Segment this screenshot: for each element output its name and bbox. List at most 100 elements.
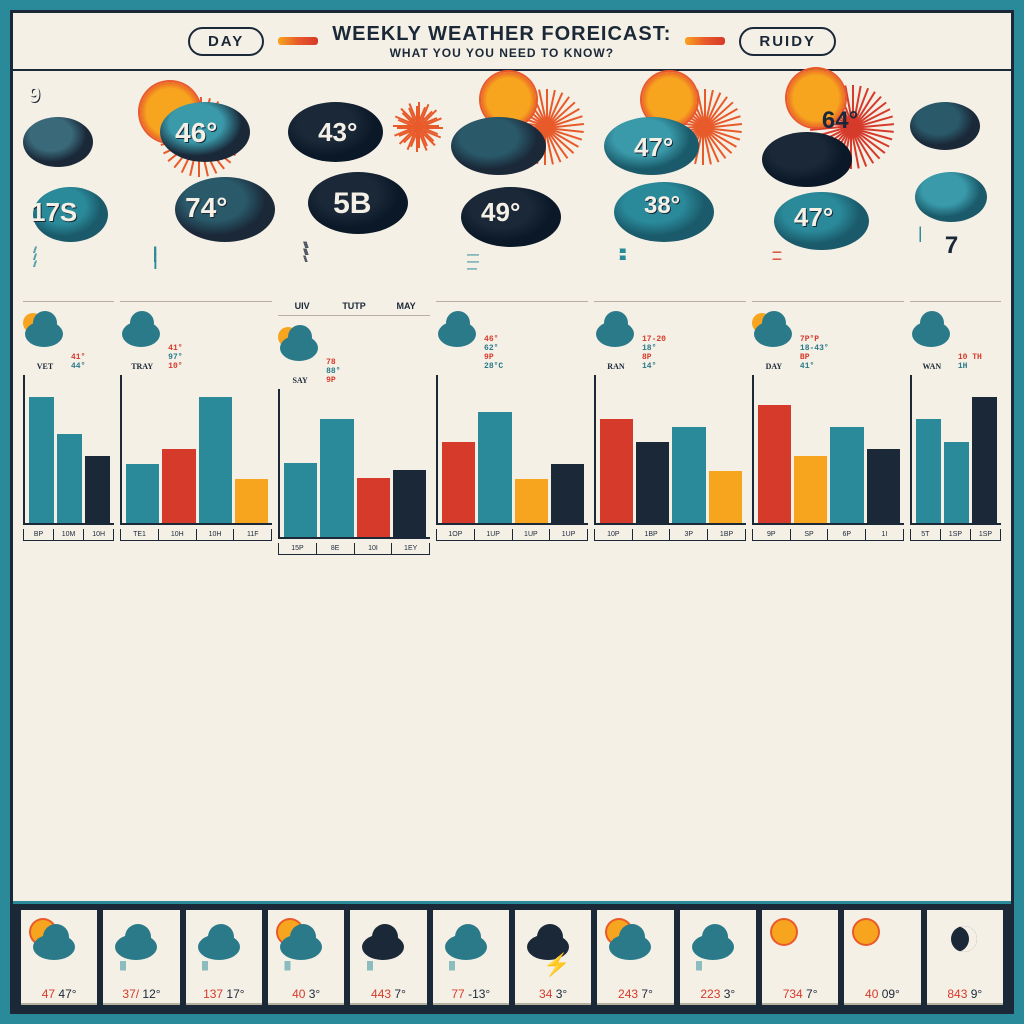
chart-x-label: 10H: [84, 529, 113, 540]
chart-x-labels: 15P8E10I1EY: [278, 543, 430, 555]
strip-temps: 40 09°: [844, 985, 920, 1003]
sub-label: UIV: [278, 301, 326, 311]
weather-infographic: DAY WEEKLY WEATHER FOREICAST: WHAT YOU Y…: [10, 10, 1014, 1014]
bar-chart: [436, 375, 588, 525]
forecast-column: 47°38°ıııııııııııııııııııııı RAN 17-2018…: [594, 77, 746, 897]
chart-bar: [867, 449, 900, 523]
chart-bar: [442, 442, 475, 523]
chart-x-label: 1BP: [708, 529, 745, 540]
mini-day-label: RAN: [594, 362, 638, 371]
chart-bar: [199, 397, 232, 523]
weather-scene: 917S////////////: [23, 77, 114, 297]
mini-stats: 41°97°10°: [168, 344, 272, 371]
strip-day: |||||| 37/ 12°: [103, 910, 179, 1005]
mini-stats: 17-2018°8P14°: [642, 335, 746, 371]
mini-weather-icon: [436, 311, 480, 371]
chart-x-label: 3P: [670, 529, 708, 540]
chart-bar: [393, 470, 426, 537]
bar-chart: [910, 375, 1001, 525]
strip-day: 843 9°: [927, 910, 1003, 1005]
strip-temps: 34 3°: [515, 985, 591, 1003]
chart-bar: [672, 427, 705, 523]
title-block: WEEKLY WEATHER FOREICAST: WHAT YOU YOU N…: [332, 23, 671, 60]
chart-bar: [357, 478, 390, 537]
mini-stats: 7P°P18-43°BP41°: [800, 335, 904, 371]
chart-x-label: 1EY: [392, 543, 429, 554]
mini-day-label: DAY: [752, 362, 796, 371]
forecast-column: 917S//////////// VET 41°44° BP10M10H: [23, 77, 114, 897]
mini-weather-icon: TRAY: [120, 311, 164, 371]
strip-weather-icon: [927, 910, 1003, 985]
chart-x-labels: TE110H10H11F: [120, 529, 272, 541]
strip-weather-icon: ||||||: [680, 910, 756, 985]
chart-x-label: 8E: [317, 543, 355, 554]
strip-weather-icon: ||||||: [186, 910, 262, 985]
chart-bar: [709, 471, 742, 523]
forecast-column: 7|||||||||||| WAN 10 TH1H 5T1SP1SP: [910, 77, 1001, 897]
strip-temps: 40 3°: [268, 985, 344, 1003]
strip-weather-icon: ⚡: [515, 910, 591, 985]
chart-bar: [600, 419, 633, 523]
strip-weather-icon: ||||||: [103, 910, 179, 985]
chart-x-label: 1I: [866, 529, 903, 540]
chart-bar: [916, 419, 941, 523]
chart-bar: [85, 456, 110, 523]
weather-scene: 43°5B\\\\\\\\\\\\\\\\\\\: [278, 77, 430, 297]
strip-day: 734 7°: [762, 910, 838, 1005]
chart-bar: [794, 456, 827, 523]
gradient-accent: [685, 37, 725, 45]
strip-weather-icon: [762, 910, 838, 985]
bar-chart: [23, 375, 114, 525]
chart-x-label: 6P: [828, 529, 866, 540]
chart-x-label: BP: [24, 529, 54, 540]
forecast-column: 64°47°ˆˆˆˆˆˆˆˆˆˆˆˆˆˆˆˆ DAY 7P°P18-43°BP4…: [752, 77, 904, 897]
mini-info: RAN 17-2018°8P14°: [594, 301, 746, 371]
chart-x-labels: 9PSP6P1I: [752, 529, 904, 541]
chart-bar: [830, 427, 863, 523]
strip-temps: 137 17°: [186, 985, 262, 1003]
title-main: WEEKLY WEATHER FOREICAST:: [332, 23, 671, 46]
daily-strip: 47 47°|||||| 37/ 12°|||||| 137 17°||||||…: [13, 901, 1011, 1011]
forecast-column: 46°74°|||||||||||||||||||||||||||| TRAY …: [120, 77, 272, 897]
chart-x-label: SP: [791, 529, 829, 540]
forecast-column: 49°·································· 46…: [436, 77, 588, 897]
forecast-columns: 917S//////////// VET 41°44° BP10M10H46°7…: [13, 71, 1011, 901]
chart-x-label: 10M: [54, 529, 84, 540]
bar-chart: [752, 375, 904, 525]
chart-x-label: 1OP: [437, 529, 475, 540]
chart-bar: [972, 397, 997, 523]
strip-day: 40 09°: [844, 910, 920, 1005]
strip-day: |||||| 443 7°: [350, 910, 426, 1005]
mini-weather-icon: DAY: [752, 311, 796, 371]
strip-day: |||||| 40 3°: [268, 910, 344, 1005]
chart-x-label: 1UP: [513, 529, 551, 540]
bar-chart: [120, 375, 272, 525]
gradient-accent: [278, 37, 318, 45]
chart-bar: [126, 464, 159, 523]
strip-temps: 77 -13°: [433, 985, 509, 1003]
mini-info: DAY 7P°P18-43°BP41°: [752, 301, 904, 371]
weather-scene: 64°47°ˆˆˆˆˆˆˆˆˆˆˆˆˆˆˆˆ: [752, 77, 904, 297]
strip-weather-icon: ||||||: [268, 910, 344, 985]
mini-info: TRAY 41°97°10°: [120, 301, 272, 371]
strip-day: |||||| 77 -13°: [433, 910, 509, 1005]
mini-info: VET 41°44°: [23, 301, 114, 371]
sub-label: MAY: [382, 301, 430, 311]
strip-temps: 243 7°: [597, 985, 673, 1003]
strip-day: |||||| 137 17°: [186, 910, 262, 1005]
strip-weather-icon: ||||||: [433, 910, 509, 985]
chart-bar: [551, 464, 584, 523]
strip-weather-icon: [844, 910, 920, 985]
chart-x-label: 11F: [234, 529, 271, 540]
mini-weather-icon: VET: [23, 311, 67, 371]
chart-x-label: 1SP: [971, 529, 1000, 540]
strip-weather-icon: ||||||: [350, 910, 426, 985]
strip-day: 47 47°: [21, 910, 97, 1005]
chart-bar: [284, 463, 317, 537]
chart-x-label: 1UP: [550, 529, 587, 540]
strip-weather-icon: [21, 910, 97, 985]
mini-info: 46°62°9P28°C: [436, 301, 588, 371]
chart-x-labels: BP10M10H: [23, 529, 114, 541]
mini-weather-icon: WAN: [910, 311, 954, 371]
chart-bar: [29, 397, 54, 523]
